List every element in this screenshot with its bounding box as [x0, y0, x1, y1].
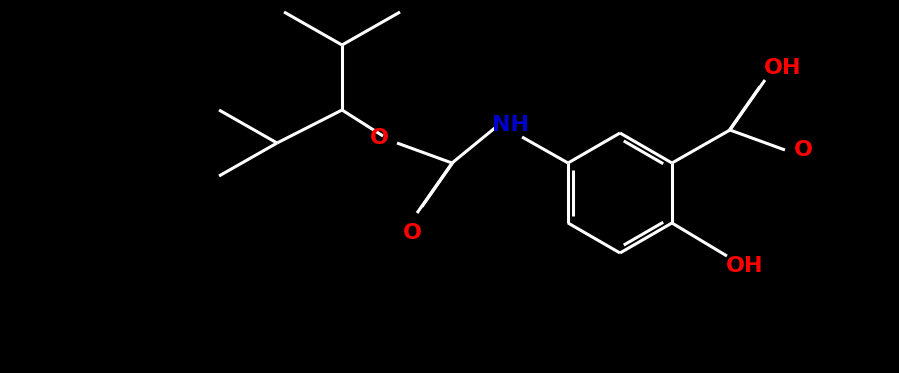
- Text: OH: OH: [764, 58, 802, 78]
- Text: O: O: [794, 140, 813, 160]
- Text: NH: NH: [492, 115, 529, 135]
- Text: O: O: [369, 128, 388, 148]
- Text: O: O: [403, 223, 422, 243]
- Text: OH: OH: [726, 256, 764, 276]
